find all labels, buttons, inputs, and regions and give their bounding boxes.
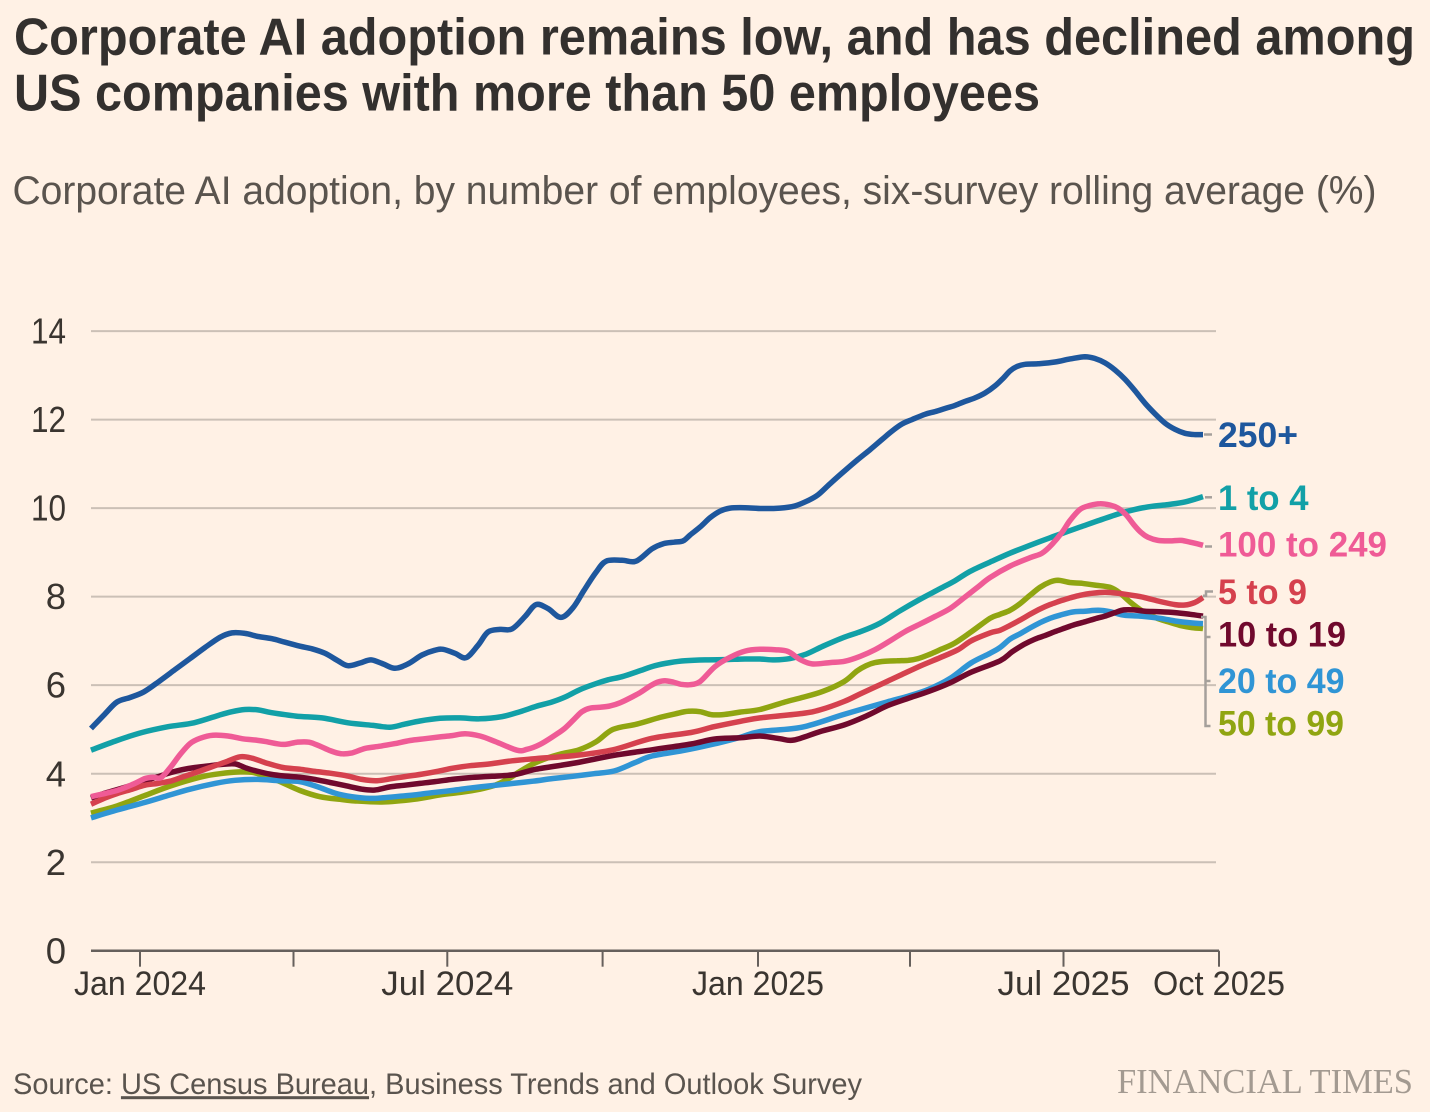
svg-text:100 to 249: 100 to 249 bbox=[1218, 526, 1387, 565]
svg-text:Corporate AI adoption remains: Corporate AI adoption remains low, and h… bbox=[14, 8, 1415, 66]
svg-text:12: 12 bbox=[31, 399, 66, 440]
svg-text:Source: US Census Bureau, Busi: Source: US Census Bureau, Business Trend… bbox=[13, 1068, 862, 1101]
svg-text:0: 0 bbox=[46, 930, 66, 971]
svg-text:2: 2 bbox=[46, 842, 66, 883]
svg-text:5 to 9: 5 to 9 bbox=[1218, 573, 1307, 612]
svg-text:250+: 250+ bbox=[1218, 416, 1298, 455]
svg-text:20 to 49: 20 to 49 bbox=[1218, 662, 1345, 701]
svg-text:10 to 19: 10 to 19 bbox=[1218, 616, 1346, 655]
svg-text:8: 8 bbox=[46, 576, 66, 617]
svg-text:10: 10 bbox=[31, 488, 66, 529]
svg-text:US companies with more than 50: US companies with more than 50 employees bbox=[14, 64, 1040, 122]
svg-text:Jul 2025: Jul 2025 bbox=[998, 965, 1130, 1003]
svg-text:Oct 2025: Oct 2025 bbox=[1153, 965, 1285, 1003]
svg-text:50 to 99: 50 to 99 bbox=[1218, 705, 1344, 744]
svg-text:Jul 2024: Jul 2024 bbox=[381, 965, 513, 1003]
svg-text:4: 4 bbox=[46, 753, 66, 794]
svg-text:FINANCIAL TIMES: FINANCIAL TIMES bbox=[1117, 1062, 1413, 1101]
svg-text:1 to 4: 1 to 4 bbox=[1218, 479, 1309, 518]
svg-text:Jan 2025: Jan 2025 bbox=[692, 965, 824, 1003]
svg-text:14: 14 bbox=[31, 311, 66, 352]
svg-text:6: 6 bbox=[46, 665, 66, 706]
svg-text:Jan 2024: Jan 2024 bbox=[74, 965, 206, 1003]
svg-text:Corporate AI adoption, by numb: Corporate AI adoption, by number of empl… bbox=[13, 169, 1377, 213]
